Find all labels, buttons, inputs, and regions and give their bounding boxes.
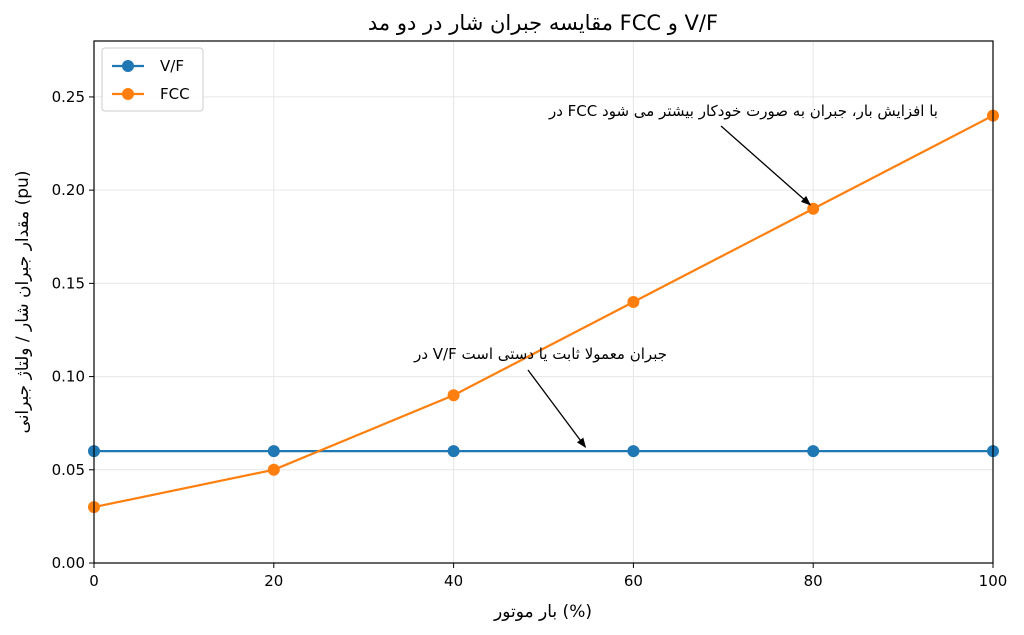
x-tick-label: 20	[264, 572, 283, 590]
y-axis-label: مقدار جبران شار / ولتاژ جبرانی (pu)	[13, 171, 33, 434]
x-tick-label: 40	[444, 572, 463, 590]
legend-label-fcc: FCC	[160, 85, 190, 103]
y-tick-label: 0.05	[52, 461, 85, 479]
annotation-vf-text: در V/F جبران معمولا ثابت یا دستی است	[413, 345, 667, 363]
annotation-fcc-text: در FCC با افزایش بار، جبران به صورت خودک…	[548, 102, 938, 120]
ticks: 0 20 40 60 80 100 0.00 0.05 0.10 0.15 0.20 0.25	[52, 88, 1008, 590]
data-point-fcc	[627, 296, 640, 308]
data-point-fcc	[267, 463, 280, 476]
x-tick-label: 100	[979, 572, 1008, 590]
data-point-vf	[447, 445, 460, 458]
legend: V/F FCC	[101, 47, 204, 112]
annotation-fcc-arrow	[720, 125, 811, 206]
legend-marker-vf	[122, 60, 134, 72]
x-axis-label: بار موتور (%)	[493, 602, 592, 622]
plot-frame	[93, 40, 994, 564]
y-tick-label: 0.20	[52, 181, 85, 199]
annotation-vf-arrow	[527, 369, 587, 448]
data-point-fcc	[807, 202, 820, 215]
y-tick-label: 0.00	[52, 554, 85, 572]
series-layer	[88, 109, 999, 514]
x-tick-label: 60	[624, 572, 643, 590]
y-tick-label: 0.15	[52, 274, 85, 292]
data-point-vf	[627, 445, 640, 458]
legend-marker-fcc	[122, 88, 134, 100]
data-point-vf	[267, 445, 280, 458]
data-point-fcc	[447, 389, 460, 402]
legend-label-vf: V/F	[160, 57, 184, 75]
chart-title: مقایسه جبران شار در دو مد FCC و V/F	[368, 11, 718, 35]
x-tick-label: 80	[804, 572, 823, 590]
y-tick-label: 0.25	[52, 88, 85, 106]
x-tick-label: 0	[89, 572, 99, 590]
series-line-fcc	[93, 114, 994, 509]
data-point-vf	[807, 445, 820, 458]
annotations: در FCC با افزایش بار، جبران به صورت خودک…	[413, 102, 938, 448]
y-tick-label: 0.10	[52, 368, 85, 386]
